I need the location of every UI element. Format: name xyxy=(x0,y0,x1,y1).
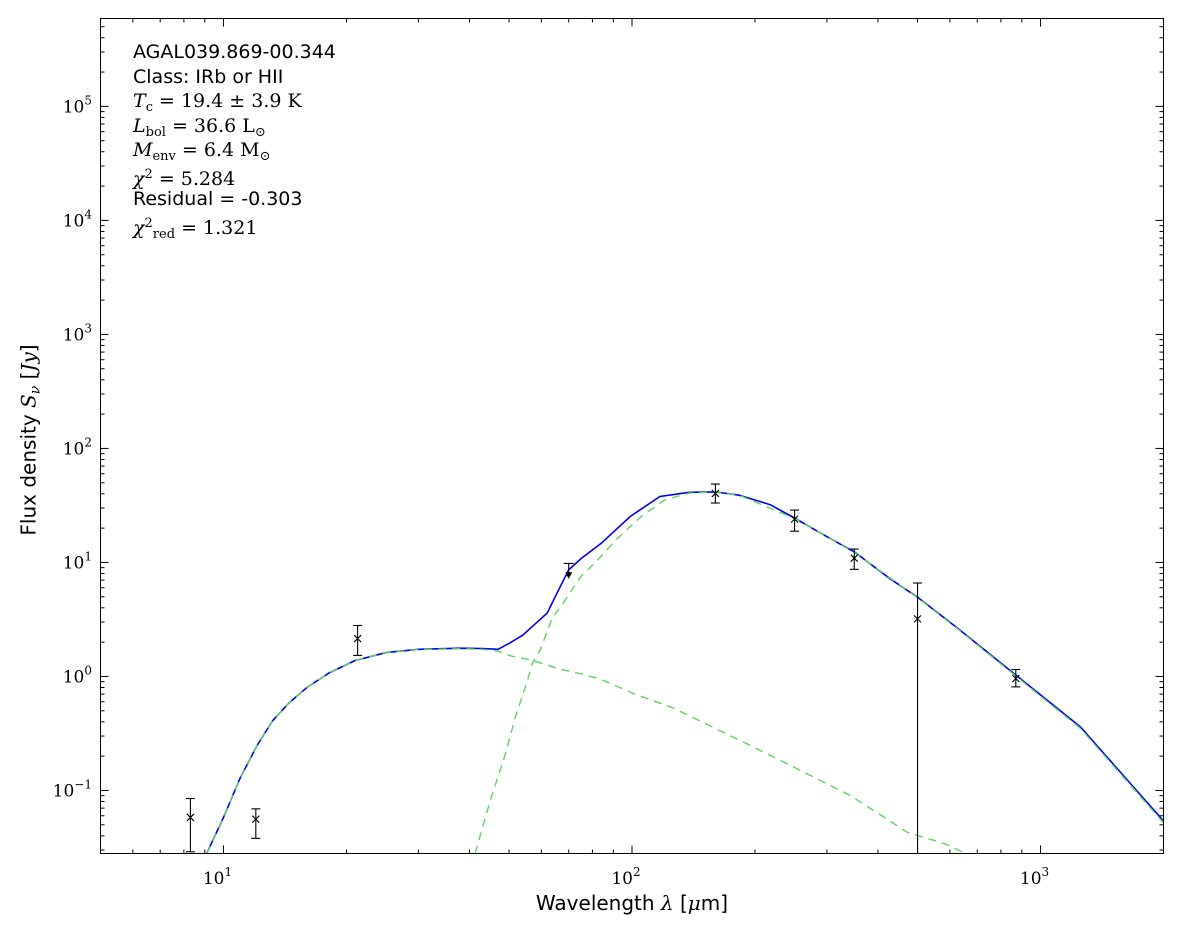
text-segment: χ xyxy=(133,167,145,190)
annotation-line-chi-square-reduced: χ2red = 1.321 xyxy=(133,212,336,242)
text-segment: Jy xyxy=(16,352,41,372)
y-tick-label-1e0: 100 xyxy=(63,663,92,687)
y-tick-label-1e2: 102 xyxy=(63,435,92,459)
text-segment: bol xyxy=(145,124,166,140)
text-segment: M xyxy=(133,139,153,161)
text-segment: 2 xyxy=(144,215,153,231)
annotation-line-luminosity: Lbol = 36.6 L⊙ xyxy=(133,114,336,140)
text-segment: [ xyxy=(673,891,688,915)
text-segment: c xyxy=(145,100,153,115)
data-point-8.3um xyxy=(185,797,195,853)
y-tick-label-1e−1: 10−1 xyxy=(53,777,92,801)
y-tick-label-1e3: 103 xyxy=(63,321,92,345)
data-point-870um xyxy=(1011,668,1021,688)
text-segment: Residual = -0.303 xyxy=(133,188,303,210)
annotation-line-source-class: Class: IRb or HII xyxy=(133,65,336,90)
text-segment: Class: IRb or HII xyxy=(133,65,284,88)
text-segment: = 1.321 xyxy=(175,216,258,239)
annotation-line-residual: Residual = -0.303 xyxy=(133,187,336,212)
data-point-160um xyxy=(710,483,720,504)
text-segment: = 36.6 L xyxy=(165,114,255,137)
text-segment: ⊙ xyxy=(254,124,266,140)
x-axis-label: Wavelength λ [μm] xyxy=(536,891,728,915)
data-point-12um xyxy=(251,808,261,839)
tick-labels-group: 101 102 103 10−1 100 101 102 103 104 105 xyxy=(53,93,1050,889)
y-tick-label-1e4: 104 xyxy=(63,207,93,231)
data-point-350um xyxy=(849,548,859,570)
data-point-250um xyxy=(790,509,800,532)
warm-component-curve xyxy=(206,647,966,854)
text-segment: ] xyxy=(16,344,41,353)
y-tick-label-1e5: 105 xyxy=(63,93,92,117)
text-segment: AGAL039.869-00.344 xyxy=(133,41,336,63)
text-segment: = 6.4 M xyxy=(175,139,260,161)
data-point-21.3um xyxy=(353,624,363,656)
text-segment: T xyxy=(133,90,146,112)
annotation-line-source-name: AGAL039.869-00.344 xyxy=(133,40,336,65)
annotation-line-envelope-mass: Menv = 6.4 M⊙ xyxy=(133,138,336,164)
text-segment: ⊙ xyxy=(259,149,271,164)
text-segment: env xyxy=(152,149,176,164)
text-segment: μ xyxy=(687,891,701,915)
text-segment: λ xyxy=(660,891,674,915)
text-segment: Flux density xyxy=(16,407,41,536)
text-segment: ν xyxy=(27,385,44,395)
annotation-line-chi-square: χ2 = 5.284 xyxy=(133,163,336,190)
fit-parameters-annotation: AGAL039.869-00.344 Class: IRb or HII Tc = … xyxy=(133,40,336,242)
text-segment: = 5.284 xyxy=(152,167,236,190)
observations-group xyxy=(185,483,1021,854)
ticks-group xyxy=(100,18,1164,854)
text-segment: = 19.4 ± 3.9 K xyxy=(152,90,302,112)
data-point-70um xyxy=(563,562,574,579)
text-segment: χ xyxy=(133,216,145,239)
text-segment: Wavelength xyxy=(535,891,661,915)
curves-group xyxy=(205,491,1164,854)
x-tick-label-1e1: 101 xyxy=(203,865,232,889)
y-tick-label-1e1: 101 xyxy=(63,549,92,573)
text-segment: m] xyxy=(700,891,729,915)
text-segment: L xyxy=(133,114,146,137)
annotation-line-temperature: Tc = 19.4 ± 3.9 K xyxy=(133,89,336,115)
y-axis-label: Flux density Sν [Jy] xyxy=(17,344,44,535)
text-segment: S xyxy=(16,394,41,408)
x-tick-label-1e3: 103 xyxy=(1020,865,1049,889)
x-tick-label-1e2: 102 xyxy=(611,865,640,889)
text-segment: 2 xyxy=(144,166,153,182)
text-segment: [ xyxy=(16,371,41,386)
data-point-500um xyxy=(913,582,923,854)
text-segment: red xyxy=(152,226,176,242)
